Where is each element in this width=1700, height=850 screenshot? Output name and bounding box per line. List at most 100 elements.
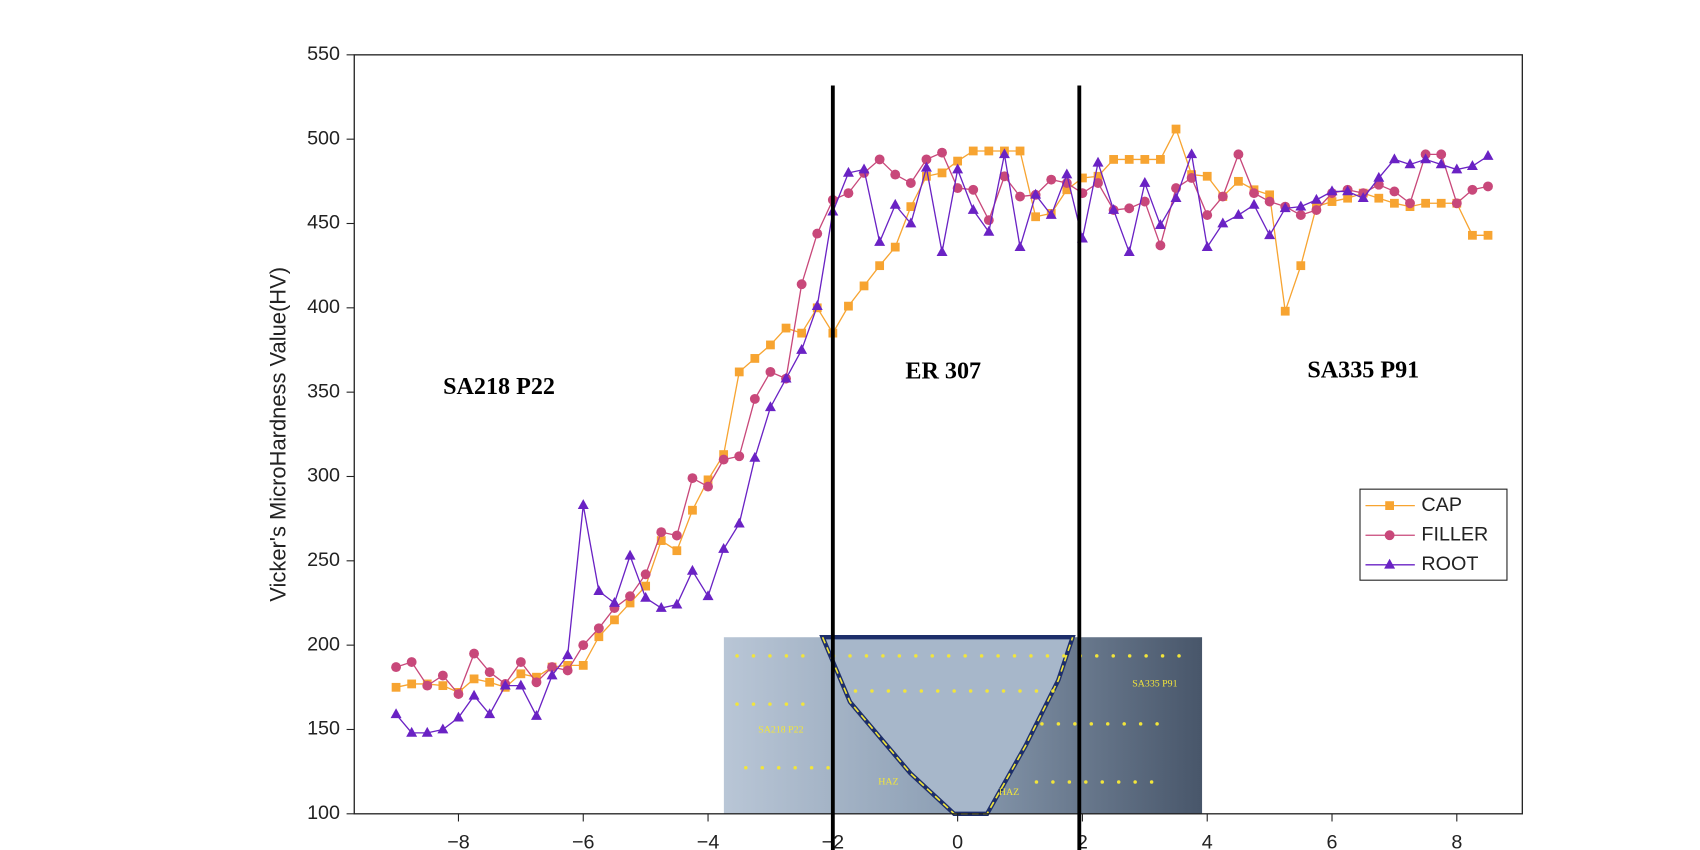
inset-dot <box>1111 654 1115 658</box>
marker <box>1014 241 1026 251</box>
inset-dot <box>1056 722 1061 726</box>
marker <box>937 147 947 158</box>
legend-label: CAP <box>1421 494 1462 516</box>
marker <box>765 366 776 377</box>
marker <box>1186 173 1197 183</box>
marker <box>1093 178 1103 188</box>
marker <box>499 679 511 690</box>
legend-label: ROOT <box>1421 553 1478 575</box>
marker <box>1217 191 1228 202</box>
inset-dot <box>784 702 789 706</box>
marker <box>1384 558 1396 569</box>
inset-dot <box>1155 722 1159 726</box>
marker <box>1015 191 1025 202</box>
marker <box>889 198 901 209</box>
inset-dot <box>919 689 924 693</box>
marker <box>655 602 667 612</box>
marker <box>624 549 636 560</box>
inset-dot <box>735 702 739 706</box>
marker <box>1062 185 1072 195</box>
marker <box>625 598 635 608</box>
marker <box>1467 184 1478 195</box>
marker <box>859 281 869 291</box>
marker <box>1109 155 1119 164</box>
marker <box>1343 193 1352 203</box>
inset-dot <box>735 654 739 658</box>
inset-dot <box>744 765 748 770</box>
marker <box>422 680 433 691</box>
marker <box>468 689 480 700</box>
marker <box>734 367 744 377</box>
marker <box>703 475 713 485</box>
marker <box>1280 306 1290 316</box>
y-tick-label: 150 <box>307 718 340 740</box>
x-tick-label: 2 <box>1077 832 1088 850</box>
marker <box>1295 200 1307 211</box>
marker <box>532 672 541 682</box>
inset-dot <box>946 654 951 658</box>
x-tick-label: 0 <box>952 832 963 850</box>
legend: CAP FILLER ROOT <box>1359 488 1508 581</box>
marker <box>1311 205 1322 215</box>
marker <box>796 343 808 354</box>
inset-label: HAZ <box>999 787 1019 798</box>
marker <box>1124 155 1134 164</box>
inset-dot <box>1084 780 1088 784</box>
inset-dot <box>979 654 984 658</box>
marker <box>1202 171 1212 181</box>
annotation: ER 307 <box>905 358 981 384</box>
x-tick-label: 4 <box>1202 832 1213 850</box>
marker <box>484 667 495 678</box>
marker <box>407 679 417 689</box>
inset-dot <box>996 654 1000 658</box>
marker <box>1139 176 1151 187</box>
inset-dot <box>1034 689 1039 693</box>
marker <box>1249 188 1259 199</box>
x-tick-label: 6 <box>1327 832 1338 850</box>
marker <box>905 178 916 188</box>
marker <box>812 228 823 239</box>
marker <box>905 217 917 228</box>
marker <box>921 154 932 165</box>
marker <box>485 677 495 687</box>
inset-dot <box>1062 654 1066 658</box>
marker <box>1232 209 1244 219</box>
y-tick-label: 550 <box>307 43 340 65</box>
marker <box>1468 230 1477 240</box>
marker <box>625 591 635 602</box>
marker <box>1154 219 1166 230</box>
y-axis-label: Vicker's MicroHardness Value(HV) <box>265 267 290 602</box>
marker <box>1384 530 1395 541</box>
inset-dot <box>870 689 874 693</box>
marker <box>1435 158 1447 169</box>
marker <box>936 246 948 257</box>
marker <box>1483 181 1493 192</box>
marker <box>671 530 682 541</box>
marker <box>562 665 573 676</box>
inset-dot <box>881 654 885 658</box>
marker <box>1233 149 1244 160</box>
y-tick-label: 200 <box>307 633 340 655</box>
inset-dot <box>826 765 830 770</box>
marker <box>421 726 433 737</box>
marker <box>1046 174 1057 185</box>
marker <box>906 202 916 212</box>
marker <box>890 242 900 252</box>
inset-dot <box>801 702 805 706</box>
marker <box>1030 188 1042 199</box>
marker <box>1327 197 1337 206</box>
inset-dot <box>1051 780 1055 784</box>
marker <box>875 261 885 271</box>
marker <box>719 450 729 459</box>
marker <box>1078 173 1087 183</box>
marker <box>1420 153 1432 164</box>
inset-dot <box>968 689 973 693</box>
marker <box>391 662 401 673</box>
marker <box>1466 160 1478 170</box>
inset-dot <box>1012 654 1017 658</box>
marker <box>811 300 823 310</box>
marker <box>1123 246 1135 257</box>
marker <box>438 681 448 691</box>
marker <box>750 354 760 363</box>
